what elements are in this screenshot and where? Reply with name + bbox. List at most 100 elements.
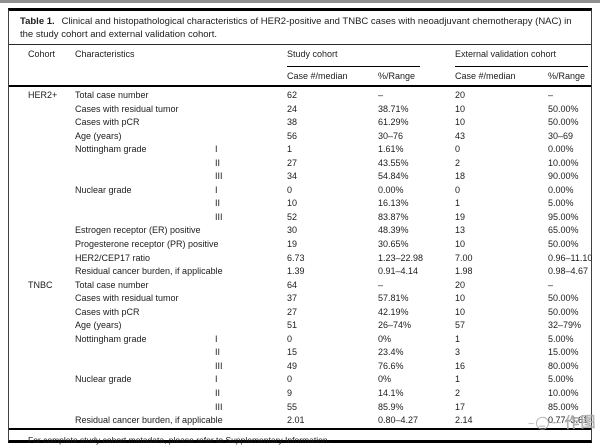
cell-study-range: 54.84%	[378, 171, 409, 182]
cell-characteristic: Total case number	[75, 279, 149, 290]
cell-characteristic: Estrogen receptor (ER) positive	[75, 225, 201, 236]
cell-ev-range: 50.00%	[548, 293, 579, 304]
cell-study-case: 27	[287, 306, 298, 317]
cell-study-range: 26–74%	[378, 320, 412, 331]
cell-characteristic	[75, 197, 215, 211]
cell-ev-case: 1	[455, 374, 461, 385]
cell-study-case: 62	[287, 90, 298, 100]
cell-characteristic: Progesterone receptor (PR) positive	[75, 239, 219, 250]
cell-grade	[215, 238, 287, 252]
cell-study-case: 0	[287, 184, 293, 195]
cell-grade	[215, 103, 287, 117]
cell-characteristic: Nottingham grade	[75, 144, 147, 155]
cell-grade	[215, 116, 287, 130]
cell-characteristic: Residual cancer burden, if applicable	[75, 415, 223, 426]
cell-grade	[215, 224, 287, 238]
cell-study-case: 6.73	[287, 252, 305, 263]
table-row: II 27 43.55% 2 10.00%	[9, 157, 591, 171]
spacer	[28, 68, 75, 85]
cell-ev-case: 1.98	[455, 266, 473, 277]
cell-ev-range: 15.00%	[548, 347, 579, 358]
cell-study-range: 61.29%	[378, 117, 409, 128]
cell-cohort	[28, 197, 75, 211]
cell-ev-case: 0	[455, 144, 461, 155]
cell-characteristic	[75, 387, 215, 401]
cell-study-case: 19	[287, 239, 298, 250]
table-row: Nottingham grade I 1 1.61% 0 0.00%	[9, 143, 591, 157]
cell-study-case: 1.39	[287, 266, 305, 277]
cell-study-range: 0%	[378, 374, 392, 385]
cell-study-range: 23.4%	[378, 347, 404, 358]
cell-study-range: 1.61%	[378, 144, 404, 155]
cell-characteristic: Cases with pCR	[75, 306, 140, 317]
table-row: II 9 14.1% 2 10.00%	[9, 387, 591, 401]
cell-cohort	[28, 143, 75, 157]
cell-ev-range: 50.00%	[548, 239, 579, 250]
cell-study-range: 85.9%	[378, 401, 404, 412]
cell-study-case: 0	[287, 374, 293, 385]
cell-study-range: 1.23–22.98	[378, 252, 424, 263]
column-header-ev-case-median: Case #/median	[455, 71, 516, 81]
cell-grade: III	[215, 401, 223, 412]
cell-ev-range: 85.00%	[548, 401, 579, 412]
cell-ev-case: 3	[455, 347, 461, 358]
table-caption-label: Table 1.	[20, 16, 55, 27]
table-header-groups: Cohort Characteristics Study cohort Exte…	[9, 45, 591, 68]
cell-study-case: 30	[287, 225, 298, 236]
cell-study-range: –	[378, 90, 384, 100]
cell-cohort	[28, 387, 75, 401]
table-row: II 10 16.13% 1 5.00%	[9, 197, 591, 211]
cell-study-case: 15	[287, 347, 298, 358]
cell-ev-range: 32–79%	[548, 320, 582, 331]
cell-ev-range: 5.00%	[548, 198, 574, 209]
cell-cohort	[28, 319, 75, 333]
cell-cohort	[28, 306, 75, 320]
cell-grade	[215, 130, 287, 144]
cell-ev-case: 10	[455, 239, 466, 250]
table-row: Cases with pCR 38 61.29% 10 50.00%	[9, 116, 591, 130]
cell-ev-range: 0.00%	[548, 144, 574, 155]
cell-ev-case: 7.00	[455, 252, 473, 263]
cell-cohort	[28, 224, 75, 238]
cell-cohort	[28, 130, 75, 144]
table-row: III 55 85.9% 17 85.00%	[9, 401, 591, 415]
table-row: III 52 83.87% 19 95.00%	[9, 211, 591, 225]
spacer	[215, 68, 287, 85]
cell-study-case: 52	[287, 211, 298, 222]
cell-ev-case: 17	[455, 401, 466, 412]
cell-grade: III	[215, 171, 223, 182]
top-border-strip	[0, 0, 600, 3]
cell-characteristic	[75, 170, 215, 184]
column-header-study-pct-range: %/Range	[378, 71, 416, 81]
cell-cohort	[28, 414, 75, 428]
table-row: Nottingham grade I 0 0% 1 5.00%	[9, 333, 591, 347]
cell-characteristic: HER2/CEP17 ratio	[75, 252, 151, 263]
cell-grade: I	[215, 333, 218, 344]
cell-grade: II	[215, 198, 221, 209]
cell-study-range: 30.65%	[378, 239, 409, 250]
cell-study-range: 30–76	[378, 130, 404, 141]
cell-grade	[215, 319, 287, 333]
table-row: Age (years) 51 26–74% 57 32–79%	[9, 319, 591, 333]
cell-cohort	[28, 103, 75, 117]
cell-characteristic: Age (years)	[75, 130, 122, 141]
cell-study-case: 49	[287, 360, 298, 371]
cell-ev-range: 5.00%	[548, 374, 574, 385]
cell-study-range: 43.55%	[378, 157, 409, 168]
cell-characteristic: Nuclear grade	[75, 374, 132, 385]
cell-study-range: 0.91–4.14	[378, 266, 419, 277]
cell-grade: II	[215, 347, 221, 358]
cell-characteristic	[75, 401, 215, 415]
cell-study-case: 64	[287, 279, 298, 290]
cell-cohort: HER2+	[28, 90, 58, 100]
cell-ev-range: –	[548, 90, 554, 100]
cell-cohort	[28, 401, 75, 415]
table-header-subcolumns: Case #/median %/Range Case #/median %/Ra…	[9, 68, 591, 87]
cell-characteristic: Nottingham grade	[75, 333, 147, 344]
cell-grade: III	[215, 360, 223, 371]
table-row: Residual cancer burden, if applicable 1.3…	[9, 265, 591, 279]
cell-cohort	[28, 333, 75, 347]
group-underline	[287, 66, 420, 67]
cell-ev-case: 16	[455, 360, 466, 371]
cell-grade: II	[215, 157, 221, 168]
